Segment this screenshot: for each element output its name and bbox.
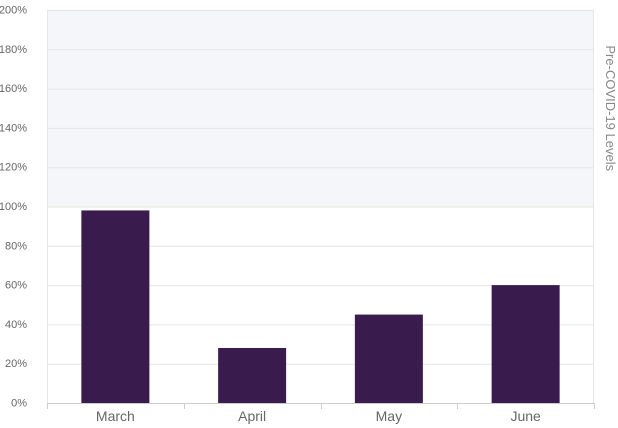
y-tick-label: 20% [5, 358, 27, 370]
reference-band [47, 10, 594, 207]
y-axis-ticks: 0% 20% 40% 60% 80% 100% 120% 140% 160% 180% 200% [0, 5, 27, 410]
y-tick-label: 100% [0, 201, 27, 213]
reference-band-label: Pre-COVID-19 Levels [603, 45, 618, 171]
x-tick-label: June [510, 408, 541, 424]
x-tick-label: March [96, 408, 135, 424]
bar-march [81, 210, 150, 403]
y-tick-label: 40% [5, 319, 27, 331]
y-tick-label: 140% [0, 122, 27, 134]
y-tick-label: 200% [0, 5, 27, 17]
category-labels: March April May June [96, 408, 541, 424]
bars [81, 210, 560, 403]
y-tick-label: 180% [0, 44, 27, 56]
y-tick-label: 0% [11, 398, 27, 410]
y-tick-label: 80% [5, 240, 27, 252]
bar-may [354, 314, 423, 403]
x-tick-label: April [238, 408, 266, 424]
y-tick-label: 120% [0, 162, 27, 174]
bar-june [491, 285, 560, 403]
y-tick-label: 60% [5, 280, 27, 292]
x-axis-ticks [47, 403, 595, 409]
x-tick-label: May [376, 408, 402, 424]
y-tick-label: 160% [0, 83, 27, 95]
bar-april [218, 347, 287, 403]
